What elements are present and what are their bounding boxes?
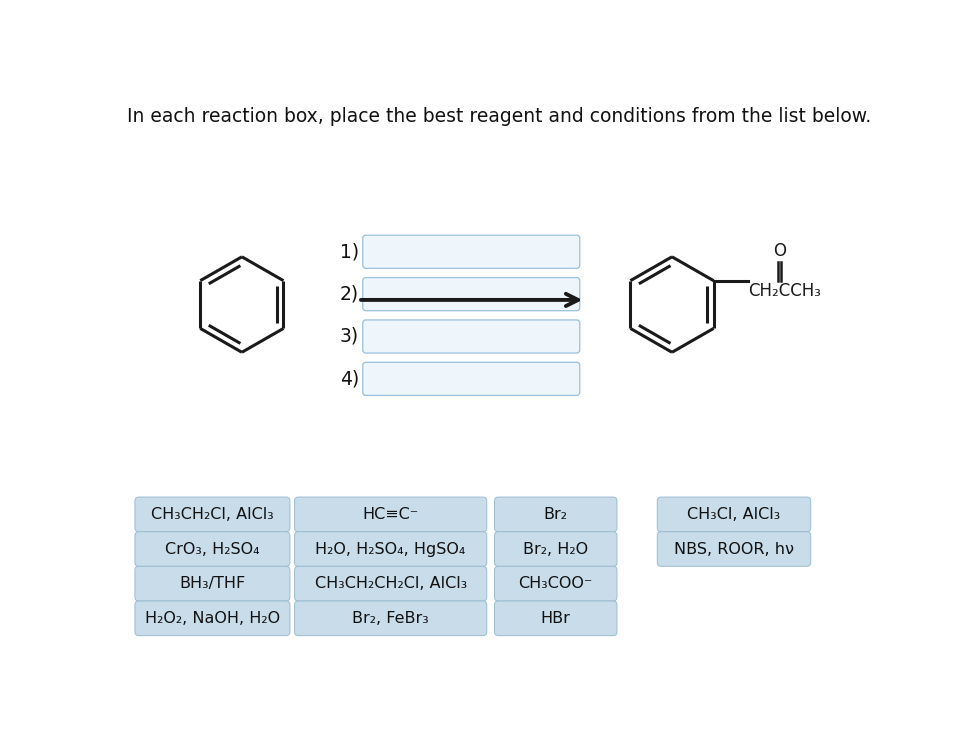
Text: NBS, ROOR, hν: NBS, ROOR, hν bbox=[674, 541, 794, 556]
FancyBboxPatch shape bbox=[135, 601, 290, 636]
Text: CrO₃, H₂SO₄: CrO₃, H₂SO₄ bbox=[166, 541, 260, 556]
FancyBboxPatch shape bbox=[294, 601, 487, 636]
Text: CH₃CH₂Cl, AlCl₃: CH₃CH₂Cl, AlCl₃ bbox=[151, 507, 274, 522]
Text: H₂O₂, NaOH, H₂O: H₂O₂, NaOH, H₂O bbox=[145, 611, 280, 626]
FancyBboxPatch shape bbox=[135, 566, 290, 601]
FancyBboxPatch shape bbox=[294, 497, 487, 532]
Text: Br₂: Br₂ bbox=[543, 507, 568, 522]
Text: HBr: HBr bbox=[541, 611, 571, 626]
Text: Br₂, H₂O: Br₂, H₂O bbox=[523, 541, 588, 556]
Text: Br₂, FeBr₃: Br₂, FeBr₃ bbox=[353, 611, 430, 626]
FancyBboxPatch shape bbox=[362, 277, 580, 311]
Text: 3): 3) bbox=[340, 327, 358, 346]
Text: In each reaction box, place the best reagent and conditions from the list below.: In each reaction box, place the best rea… bbox=[127, 107, 872, 127]
FancyBboxPatch shape bbox=[294, 532, 487, 566]
Text: CH₂CCH₃: CH₂CCH₃ bbox=[748, 282, 821, 300]
Text: CH₃COO⁻: CH₃COO⁻ bbox=[518, 576, 593, 591]
FancyBboxPatch shape bbox=[362, 235, 580, 268]
FancyBboxPatch shape bbox=[495, 532, 617, 566]
FancyBboxPatch shape bbox=[294, 566, 487, 601]
FancyBboxPatch shape bbox=[362, 362, 580, 395]
FancyBboxPatch shape bbox=[495, 497, 617, 532]
FancyBboxPatch shape bbox=[657, 497, 810, 532]
Text: 2): 2) bbox=[340, 285, 358, 304]
FancyBboxPatch shape bbox=[495, 566, 617, 601]
Text: 1): 1) bbox=[340, 242, 358, 262]
FancyBboxPatch shape bbox=[495, 601, 617, 636]
Text: O: O bbox=[773, 242, 786, 260]
FancyBboxPatch shape bbox=[657, 532, 810, 566]
Text: H₂O, H₂SO₄, HgSO₄: H₂O, H₂SO₄, HgSO₄ bbox=[316, 541, 466, 556]
Text: CH₃CH₂CH₂Cl, AlCl₃: CH₃CH₂CH₂Cl, AlCl₃ bbox=[315, 576, 467, 591]
FancyBboxPatch shape bbox=[135, 497, 290, 532]
FancyBboxPatch shape bbox=[362, 320, 580, 353]
Text: BH₃/THF: BH₃/THF bbox=[179, 576, 245, 591]
Text: HC≡C⁻: HC≡C⁻ bbox=[362, 507, 419, 522]
Text: 4): 4) bbox=[340, 369, 358, 388]
FancyBboxPatch shape bbox=[135, 532, 290, 566]
Text: CH₃Cl, AlCl₃: CH₃Cl, AlCl₃ bbox=[688, 507, 780, 522]
